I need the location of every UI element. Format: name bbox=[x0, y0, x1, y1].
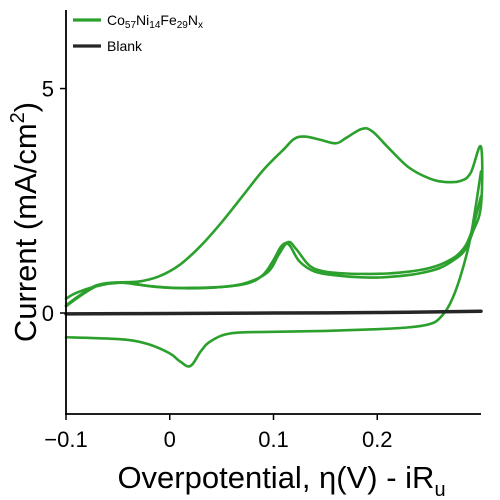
x-tick-label: 0 bbox=[164, 427, 176, 452]
legend-label-part: 57 bbox=[125, 20, 137, 31]
legend-label-part: Co bbox=[107, 12, 125, 28]
legend-label: Co57Ni14Fe29Nx bbox=[107, 12, 203, 31]
x-axis-title-sub: u bbox=[434, 479, 445, 500]
legend-label: Blank bbox=[107, 38, 143, 54]
x-axis-title-main: Overpotential, η(V) - iR bbox=[117, 460, 434, 495]
legend-label-part: 29 bbox=[177, 20, 189, 31]
legend-entry-0: Co57Ni14Fe29Nx bbox=[73, 12, 203, 31]
x-tick-label: −0.1 bbox=[44, 427, 87, 452]
y-tick-label: 0 bbox=[42, 301, 54, 326]
series-0-cathodic-sweep bbox=[64, 170, 483, 368]
y-axis-title-main: Current (mA/cm bbox=[8, 123, 43, 342]
series-1 bbox=[64, 309, 483, 316]
y-tick-label: 5 bbox=[42, 77, 54, 102]
series-0-cycle-2-loop bbox=[64, 194, 483, 307]
series-0 bbox=[64, 126, 484, 368]
legend-label-part: 14 bbox=[149, 20, 161, 31]
ticks-layer: −0.1 0 0.1 0.2 0 5 bbox=[42, 77, 393, 452]
legend: Co57Ni14Fe29Nx Blank bbox=[73, 12, 203, 54]
axes-layer bbox=[65, 10, 481, 415]
series-0-cycle-1-loop bbox=[64, 126, 484, 308]
legend-label-part: Fe bbox=[160, 12, 177, 28]
x-axis-title: Overpotential, η(V) - iRu bbox=[117, 460, 445, 500]
legend-label-part: x bbox=[198, 20, 203, 31]
legend-entry-1: Blank bbox=[73, 38, 143, 54]
y-axis-title-end: ) bbox=[8, 102, 43, 112]
x-tick-label: 0.2 bbox=[362, 427, 393, 452]
series-layer bbox=[64, 126, 484, 368]
y-axis-title: Current (mA/cm2) bbox=[7, 102, 43, 342]
x-tick-label: 0.1 bbox=[258, 427, 289, 452]
series-1-blank-trace bbox=[64, 309, 483, 316]
y-axis-title-sup: 2 bbox=[7, 112, 29, 123]
legend-label-part: N bbox=[188, 12, 198, 28]
legend-label-part: Ni bbox=[136, 12, 149, 28]
